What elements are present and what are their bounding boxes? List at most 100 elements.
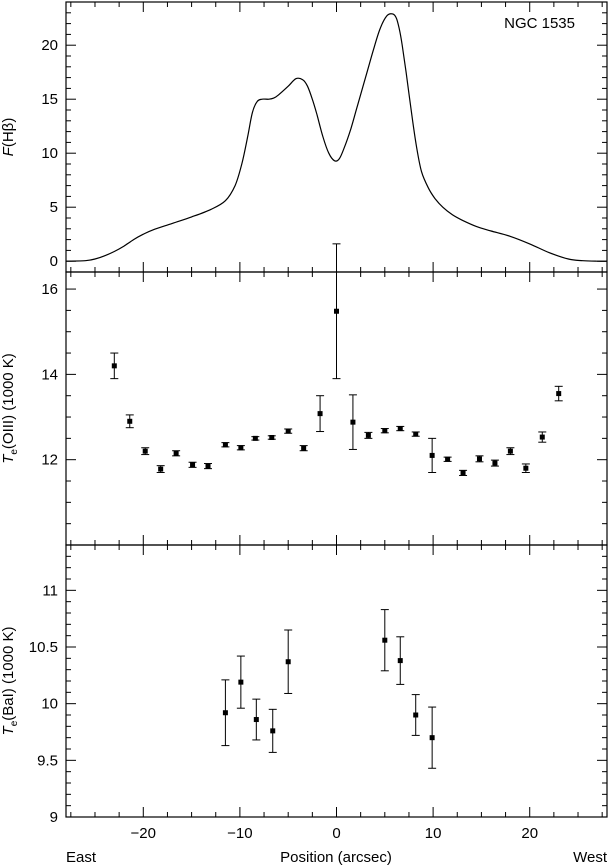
y-tick-label: 12 xyxy=(41,452,58,469)
data-point xyxy=(475,455,484,463)
point-marker xyxy=(350,419,356,425)
data-point xyxy=(490,459,499,467)
data-point xyxy=(284,428,293,434)
point-marker xyxy=(523,465,529,471)
point-marker xyxy=(539,434,545,440)
data-point xyxy=(554,385,563,402)
data-point xyxy=(141,447,150,456)
point-marker xyxy=(317,411,323,417)
data-point xyxy=(332,243,341,380)
y-tick-label: 10 xyxy=(41,145,58,162)
flux-profile-line xyxy=(65,13,608,262)
point-marker xyxy=(285,428,291,434)
point-marker xyxy=(190,462,196,468)
annotation-label: NGC 1535 xyxy=(504,15,575,32)
data-point xyxy=(252,698,261,741)
point-marker xyxy=(205,463,211,469)
point-marker xyxy=(270,728,276,734)
data-point xyxy=(156,465,165,473)
y-tick-label: 5 xyxy=(50,199,58,216)
point-marker xyxy=(397,426,403,432)
data-point xyxy=(348,394,357,450)
point-marker xyxy=(222,710,228,716)
point-marker xyxy=(269,435,275,441)
x-label-east: East xyxy=(66,849,97,866)
y-tick-label: 0 xyxy=(50,253,58,270)
data-point xyxy=(521,463,530,473)
x-axis-title: Position (arcsec) xyxy=(280,849,392,866)
y-tick-label: 11 xyxy=(42,582,58,599)
point-marker xyxy=(222,442,228,448)
y-tick-label: 9.5 xyxy=(37,752,58,769)
point-marker xyxy=(365,432,371,438)
data-point xyxy=(125,414,134,429)
point-marker xyxy=(556,391,562,397)
point-marker xyxy=(238,445,244,451)
data-point xyxy=(364,431,373,439)
data-point xyxy=(268,708,277,753)
data-point xyxy=(172,450,181,457)
x-label-west: West xyxy=(573,849,608,866)
data-point xyxy=(284,629,293,694)
point-marker xyxy=(507,448,513,454)
point-marker xyxy=(334,308,339,314)
y-tick-label: 10 xyxy=(41,696,58,713)
x-axis-labels: East Position (arcsec) West xyxy=(66,849,608,866)
data-point xyxy=(411,694,420,736)
y-tick-label: 9 xyxy=(50,809,58,826)
data-point xyxy=(443,456,452,462)
point-marker xyxy=(492,460,498,466)
data-point xyxy=(459,469,468,476)
data-point xyxy=(236,445,245,451)
point-marker xyxy=(476,456,482,462)
point-marker xyxy=(429,735,435,741)
panel-frame xyxy=(65,544,608,818)
point-marker xyxy=(413,712,419,718)
data-point xyxy=(221,679,230,747)
panel-hbeta-flux: 0 5 10 15 20 F(Hβ) NGC 1535 xyxy=(0,1,608,273)
data-point xyxy=(267,435,276,441)
point-marker xyxy=(382,637,388,643)
panel-te-bai: 9 9.5 10 10.5 11 Te(BaI) (1000 K) −20 −10 0 10 20 xyxy=(0,544,608,842)
data-point xyxy=(396,636,405,685)
y-axis-title: Te(OIII) (1000 K) xyxy=(0,353,20,464)
point-marker xyxy=(111,363,117,369)
point-marker xyxy=(252,435,258,441)
point-marker xyxy=(413,431,419,437)
data-point xyxy=(506,447,515,456)
y-axis-title: F(Hβ) xyxy=(0,118,17,157)
point-marker xyxy=(173,450,179,456)
point-marker xyxy=(429,452,435,458)
y-tick-label: 20 xyxy=(41,37,58,54)
x-tick-label: −20 xyxy=(131,825,156,842)
data-point xyxy=(428,437,437,473)
panel-te-oiii: 12 14 16 Te(OIII) (1000 K) xyxy=(0,243,608,546)
point-marker xyxy=(445,456,451,462)
y-tick-label: 14 xyxy=(41,366,58,383)
point-marker xyxy=(127,418,133,424)
panel-frame xyxy=(65,1,608,273)
data-point xyxy=(299,445,308,452)
point-marker xyxy=(301,445,307,451)
point-marker xyxy=(397,658,403,664)
y-tick-label: 16 xyxy=(41,281,58,298)
x-tick-label: 0 xyxy=(332,825,340,842)
data-point xyxy=(428,706,437,769)
data-point xyxy=(221,442,230,448)
y-tick-label: 10.5 xyxy=(29,639,58,656)
data-point xyxy=(236,655,245,709)
data-point xyxy=(204,463,213,470)
x-tick-label: −10 xyxy=(227,825,252,842)
point-marker xyxy=(238,679,244,685)
y-tick-label: 15 xyxy=(41,91,58,108)
data-point xyxy=(411,431,420,437)
data-point xyxy=(316,395,325,433)
data-point xyxy=(538,431,547,443)
y-axis-title: Te(BaI) (1000 K) xyxy=(0,627,20,736)
x-tick-label: 20 xyxy=(521,825,538,842)
data-point xyxy=(380,609,389,672)
point-marker xyxy=(285,659,291,665)
point-marker xyxy=(460,470,466,476)
point-marker xyxy=(382,428,388,434)
